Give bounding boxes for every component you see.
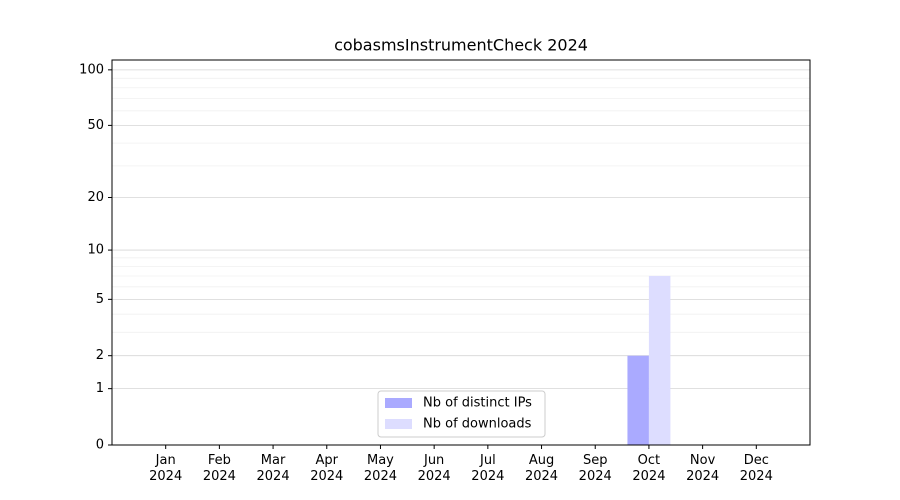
legend-box — [377, 390, 546, 438]
y-tick-label: 5 — [96, 292, 104, 307]
x-tick-label: Apr 2024 — [310, 453, 344, 484]
x-tick-label: Oct 2024 — [632, 453, 666, 484]
y-tick-label: 50 — [87, 118, 104, 133]
chart-title: cobasmsInstrumentCheck 2024 — [334, 36, 588, 55]
x-tick-label: Dec 2024 — [739, 453, 773, 484]
legend-swatch — [385, 419, 412, 429]
x-tick-label: Mar 2024 — [256, 453, 290, 484]
x-tick-label: Jul 2024 — [471, 453, 505, 484]
y-tick-label: 2 — [96, 348, 104, 363]
y-tick-label: 100 — [79, 62, 104, 77]
y-tick-label: 20 — [87, 190, 104, 205]
bar — [648, 275, 671, 445]
y-tick-label: 1 — [96, 381, 104, 396]
legend-label: Nb of downloads — [423, 417, 532, 432]
bar — [627, 355, 649, 445]
x-tick-label: Sep 2024 — [578, 453, 612, 484]
plot-frame — [111, 59, 811, 446]
x-tick-label: Jan 2024 — [149, 453, 183, 484]
y-tick-label: 10 — [87, 243, 104, 258]
legend-swatch — [385, 398, 412, 408]
x-tick-label: Feb 2024 — [202, 453, 236, 484]
legend-label: Nb of distinct IPs — [423, 396, 532, 411]
x-tick-label: Aug 2024 — [524, 453, 559, 484]
x-tick-label: Nov 2024 — [686, 453, 720, 484]
y-tick-label: 0 — [96, 438, 104, 453]
x-tick-label: Jun 2024 — [417, 453, 451, 484]
x-tick-label: May 2024 — [363, 453, 397, 484]
legend: Nb of distinct IPs Nb of downloads — [377, 390, 546, 438]
